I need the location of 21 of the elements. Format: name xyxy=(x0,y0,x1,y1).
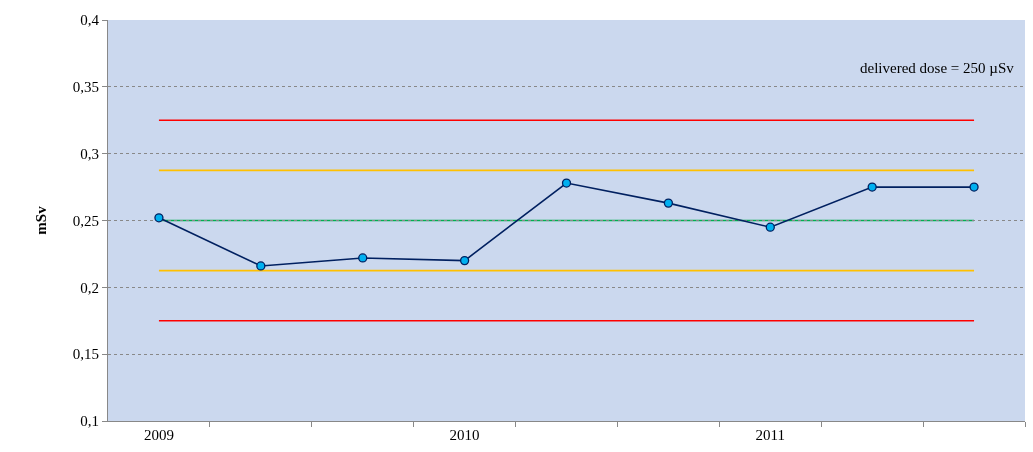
y-tick-label: 0,4 xyxy=(80,12,100,29)
x-tick-label: 2010 xyxy=(449,427,480,443)
y-tick-label: 0,15 xyxy=(72,346,99,363)
point xyxy=(969,182,979,192)
point xyxy=(867,182,877,192)
point xyxy=(358,253,368,263)
x-tick-label: 2009 xyxy=(143,427,174,443)
point xyxy=(256,261,266,271)
point xyxy=(663,198,674,208)
x-tick-label: 2011 xyxy=(755,427,786,443)
point xyxy=(561,178,572,188)
point xyxy=(765,222,775,232)
y-axis-title: mSv xyxy=(33,205,49,235)
point xyxy=(154,213,164,223)
y-tick-label: 0,3 xyxy=(80,145,99,162)
y-tick-label: 0,35 xyxy=(72,79,99,96)
point xyxy=(459,255,470,266)
y-tick-label: 0,1 xyxy=(80,413,99,430)
y-tick-label: 0,2 xyxy=(80,279,99,296)
y-tick-label: 0,25 xyxy=(72,212,99,229)
annotation: delivered dose = 250 µSv xyxy=(860,60,1015,76)
